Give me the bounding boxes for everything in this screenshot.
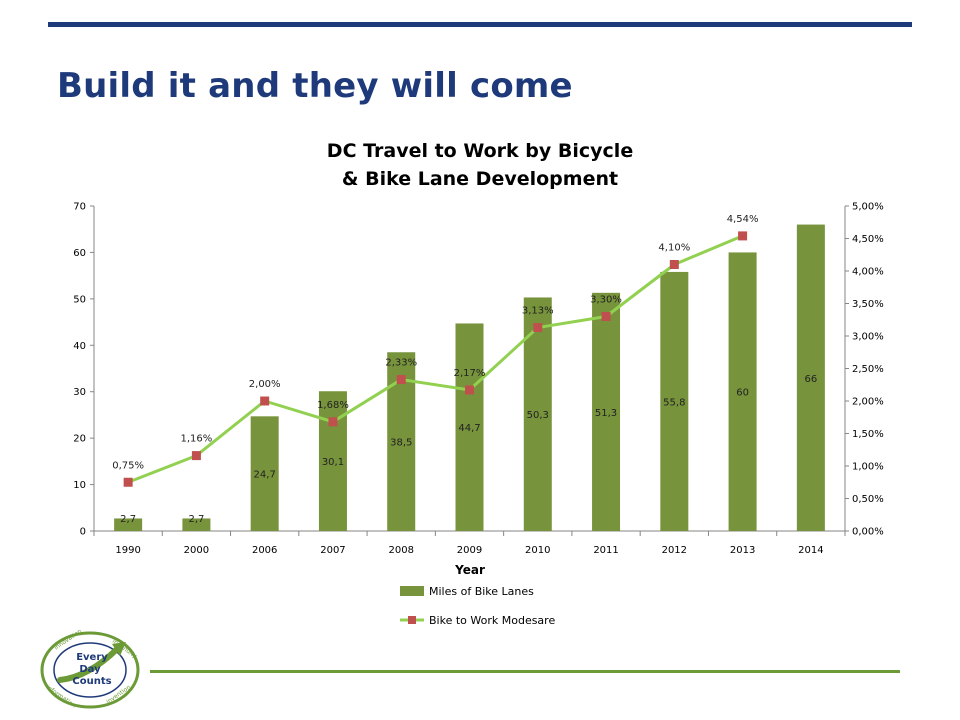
line-data-label: 2,33%: [385, 358, 417, 369]
x-axis-tick-label: 2006: [252, 545, 277, 556]
right-axis-tick-label: 0,00%: [852, 527, 884, 538]
bar-data-label: 50,3: [527, 410, 549, 421]
modeshare-marker-2007: [328, 417, 338, 427]
modeshare-marker-2008: [396, 375, 406, 385]
bar-miles-1990: [114, 518, 143, 531]
bar-data-label: 44,7: [458, 423, 480, 434]
modeshare-marker-2000: [191, 451, 201, 461]
right-axis-tick-label: 2,50%: [852, 364, 884, 375]
modeshare-line: [127, 234, 744, 484]
svg-text:Day: Day: [79, 664, 101, 675]
line-data-label: 4,10%: [658, 243, 690, 254]
x-axis-tick-label: 2013: [730, 545, 755, 556]
bar-data-label: 30,1: [322, 457, 344, 468]
bar-data-label: 24,7: [254, 470, 276, 481]
legend-label-line: Bike to Work Modesare: [429, 614, 555, 627]
line-data-label: 2,00%: [249, 379, 281, 390]
x-axis-tick-label: 2014: [798, 545, 823, 556]
x-axis-tick-label: 2009: [457, 545, 482, 556]
bar-miles-2006: [250, 416, 279, 531]
left-axis-tick-label: 30: [73, 387, 86, 398]
line-data-label: 4,54%: [727, 214, 759, 225]
top-rule: [48, 22, 912, 27]
svg-text:Counts: Counts: [72, 676, 111, 687]
slide-title: Build it and they will come: [57, 66, 573, 106]
left-axis-tick-label: 20: [73, 434, 86, 445]
right-axis-tick-label: 5,00%: [852, 202, 884, 213]
right-axis-tick-label: 1,50%: [852, 429, 884, 440]
right-axis-tick-label: 3,00%: [852, 332, 884, 343]
line-data-label: 2,17%: [454, 368, 486, 379]
bar-data-label: 2,7: [188, 514, 204, 525]
modeshare-marker-1990: [123, 477, 133, 487]
modeshare-marker-2009: [465, 385, 474, 395]
modeshare-marker-2011: [601, 312, 611, 321]
legend-label-bars: Miles of Bike Lanes: [429, 585, 534, 598]
x-axis-tick-label: 2000: [184, 545, 209, 556]
bar-miles-2009: [455, 323, 484, 531]
x-axis-tick-label: 2011: [593, 545, 618, 556]
bar-data-label: 2,7: [120, 514, 136, 525]
line-data-label: 3,30%: [590, 295, 622, 306]
x-axis-tick-label: 2010: [525, 545, 550, 556]
left-axis-tick-label: 10: [73, 480, 86, 491]
legend-swatch-bars: [400, 586, 424, 596]
modeshare-marker-2010: [533, 323, 543, 333]
bar-data-label: 66: [804, 374, 817, 385]
left-axis-tick-label: 0: [80, 527, 86, 538]
right-axis-tick-label: 0,50%: [852, 494, 884, 505]
x-axis-title: Year: [454, 563, 485, 577]
line-data-label: 1,16%: [181, 434, 213, 445]
bar-miles-2012: [660, 271, 689, 531]
right-axis-tick-label: 4,50%: [852, 234, 884, 245]
bar-data-label: 51,3: [595, 408, 617, 419]
line-data-label: 0,75%: [112, 460, 144, 471]
x-axis-tick-label: 2008: [389, 545, 414, 556]
left-axis-tick-label: 70: [73, 202, 86, 213]
bottom-rule: [150, 670, 900, 673]
x-axis-tick-label: 2007: [320, 545, 345, 556]
chart-title-line-2: & Bike Lane Development: [342, 168, 618, 190]
line-data-label: 3,13%: [522, 306, 554, 317]
legend-swatch-marker: [408, 616, 416, 624]
bar-data-label: 38,5: [390, 438, 412, 449]
every-day-counts-logo: Every Day Counts innovation ingenuity in…: [40, 630, 140, 710]
right-axis-tick-label: 1,00%: [852, 462, 884, 473]
bar-miles-2014: [796, 224, 825, 532]
left-axis-tick-label: 60: [73, 248, 86, 259]
line-data-label: 1,68%: [317, 400, 349, 411]
modeshare-marker-2006: [260, 396, 270, 406]
bar-miles-2000: [182, 518, 211, 531]
modeshare-marker-2012: [669, 260, 679, 269]
right-axis-tick-label: 2,00%: [852, 397, 884, 408]
left-axis-tick-label: 40: [73, 341, 86, 352]
bar-data-label: 55,8: [663, 397, 685, 408]
x-axis-tick-label: 2012: [662, 545, 687, 556]
modeshare-marker-2013: [738, 231, 748, 241]
svg-text:Every: Every: [76, 652, 108, 663]
right-axis-tick-label: 4,00%: [852, 267, 884, 278]
bar-miles-2013: [728, 252, 757, 531]
x-axis-tick-label: 1990: [115, 545, 140, 556]
right-axis-tick-label: 3,50%: [852, 299, 884, 310]
left-axis-tick-label: 50: [73, 294, 86, 305]
chart-title-line-1: DC Travel to Work by Bicycle: [327, 140, 633, 162]
bar-data-label: 60: [736, 388, 749, 399]
bar-miles-2011: [592, 292, 621, 531]
